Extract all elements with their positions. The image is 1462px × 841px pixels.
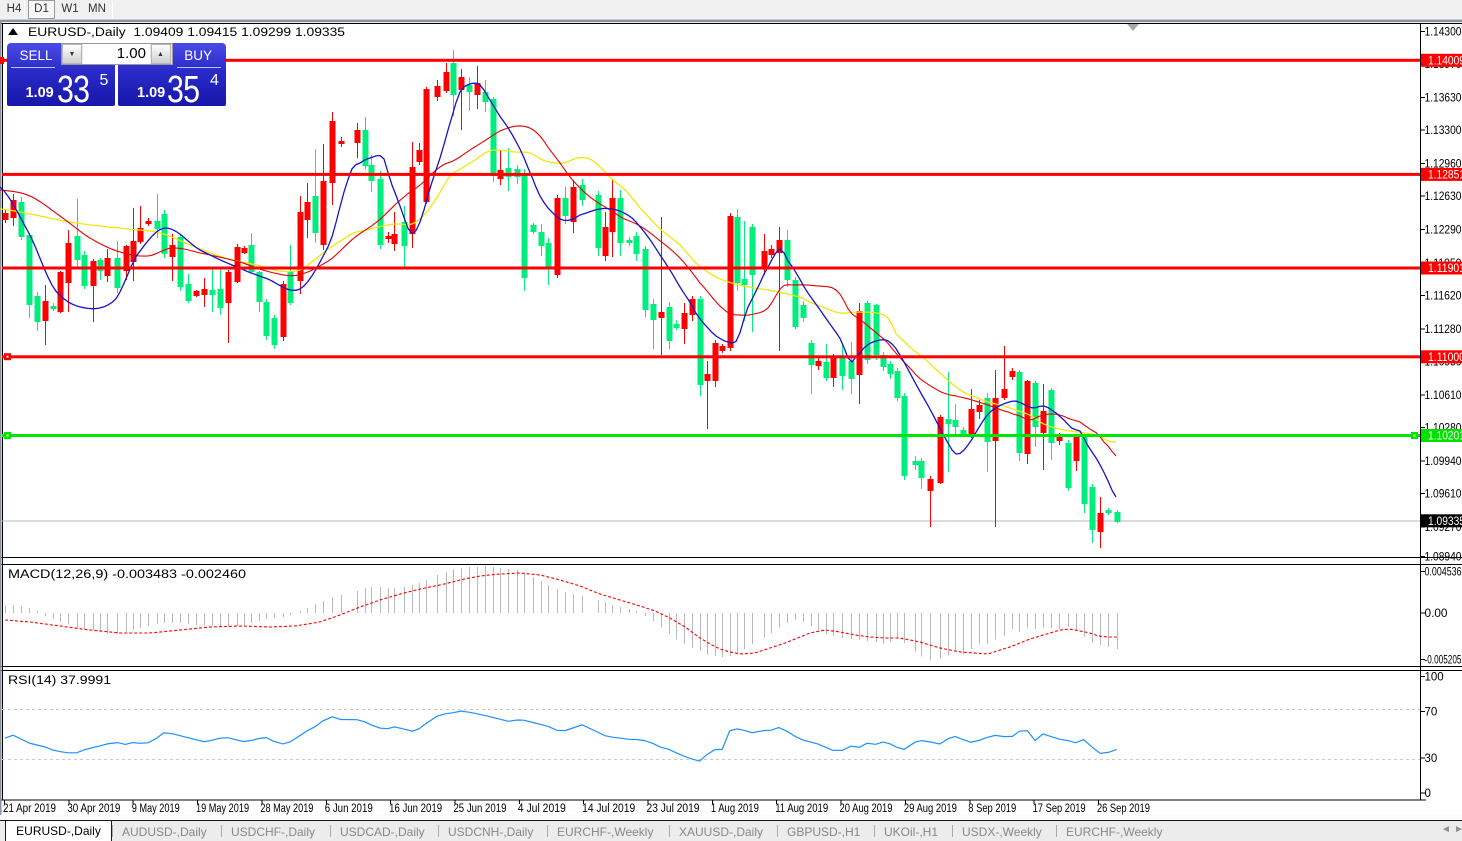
svg-text:1.14009: 1.14009	[1428, 55, 1462, 67]
svg-text:28 May 2019: 28 May 2019	[260, 803, 313, 815]
svg-text:14 Jul 2019: 14 Jul 2019	[582, 803, 635, 815]
svg-text:30 Apr 2019: 30 Apr 2019	[67, 803, 120, 815]
svg-text:26 Sep 2019: 26 Sep 2019	[1097, 803, 1150, 815]
svg-text:1.11000: 1.11000	[1428, 352, 1462, 364]
svg-text:16 Jun 2019: 16 Jun 2019	[389, 803, 442, 815]
svg-text:30: 30	[1425, 753, 1438, 765]
svg-text:MACD(12,26,9) -0.003483 -0.002: MACD(12,26,9) -0.003483 -0.002460	[8, 569, 246, 581]
svg-text:0.00: 0.00	[1425, 608, 1448, 620]
svg-text:EURUSD-,Daily 1.09409 1.09415: EURUSD-,Daily 1.09409 1.09415 1.09299 1.…	[28, 27, 345, 39]
svg-text:1.10201: 1.10201	[1428, 431, 1462, 443]
svg-text:1.13300: 1.13300	[1425, 125, 1462, 137]
svg-text:70: 70	[1425, 706, 1438, 718]
svg-text:RSI(14) 37.9991: RSI(14) 37.9991	[8, 675, 111, 687]
svg-text:1.09610: 1.09610	[1425, 489, 1462, 501]
svg-text:4 Jul 2019: 4 Jul 2019	[518, 803, 566, 815]
svg-text:8 Sep 2019: 8 Sep 2019	[968, 803, 1016, 815]
svg-text:1.12630: 1.12630	[1425, 191, 1462, 203]
svg-text:1 Aug 2019: 1 Aug 2019	[711, 803, 759, 815]
svg-text:29 Aug 2019: 29 Aug 2019	[904, 803, 957, 815]
svg-text:1.13630: 1.13630	[1425, 93, 1462, 105]
svg-text:17 Sep 2019: 17 Sep 2019	[1033, 803, 1086, 815]
svg-text:21 Apr 2019: 21 Apr 2019	[3, 803, 56, 815]
svg-text:1.12960: 1.12960	[1425, 159, 1462, 171]
svg-text:1.08940: 1.08940	[1425, 552, 1462, 564]
svg-text:6 Jun 2019: 6 Jun 2019	[325, 803, 373, 815]
svg-text:1.12851: 1.12851	[1428, 169, 1462, 181]
svg-text:11 Aug 2019: 11 Aug 2019	[775, 803, 828, 815]
svg-text:1.11280: 1.11280	[1425, 324, 1462, 336]
svg-text:9 May 2019: 9 May 2019	[132, 803, 180, 815]
svg-text:20 Aug 2019: 20 Aug 2019	[840, 803, 893, 815]
svg-text:0: 0	[1425, 788, 1431, 800]
svg-text:1.09335: 1.09335	[1428, 516, 1462, 528]
svg-text:1.10610: 1.10610	[1425, 390, 1462, 402]
svg-text:-0.005205: -0.005205	[1425, 654, 1462, 666]
svg-text:1.14300: 1.14300	[1425, 27, 1462, 39]
svg-text:100: 100	[1425, 672, 1444, 684]
svg-text:1.11620: 1.11620	[1425, 291, 1462, 303]
svg-text:25 Jun 2019: 25 Jun 2019	[453, 803, 506, 815]
svg-text:23 Jul 2019: 23 Jul 2019	[647, 803, 700, 815]
svg-text:1.12290: 1.12290	[1425, 225, 1462, 237]
svg-text:1.11901: 1.11901	[1428, 263, 1462, 275]
svg-text:1.09940: 1.09940	[1425, 456, 1462, 468]
svg-text:0.004536: 0.004536	[1425, 567, 1462, 579]
svg-text:19 May 2019: 19 May 2019	[196, 803, 249, 815]
